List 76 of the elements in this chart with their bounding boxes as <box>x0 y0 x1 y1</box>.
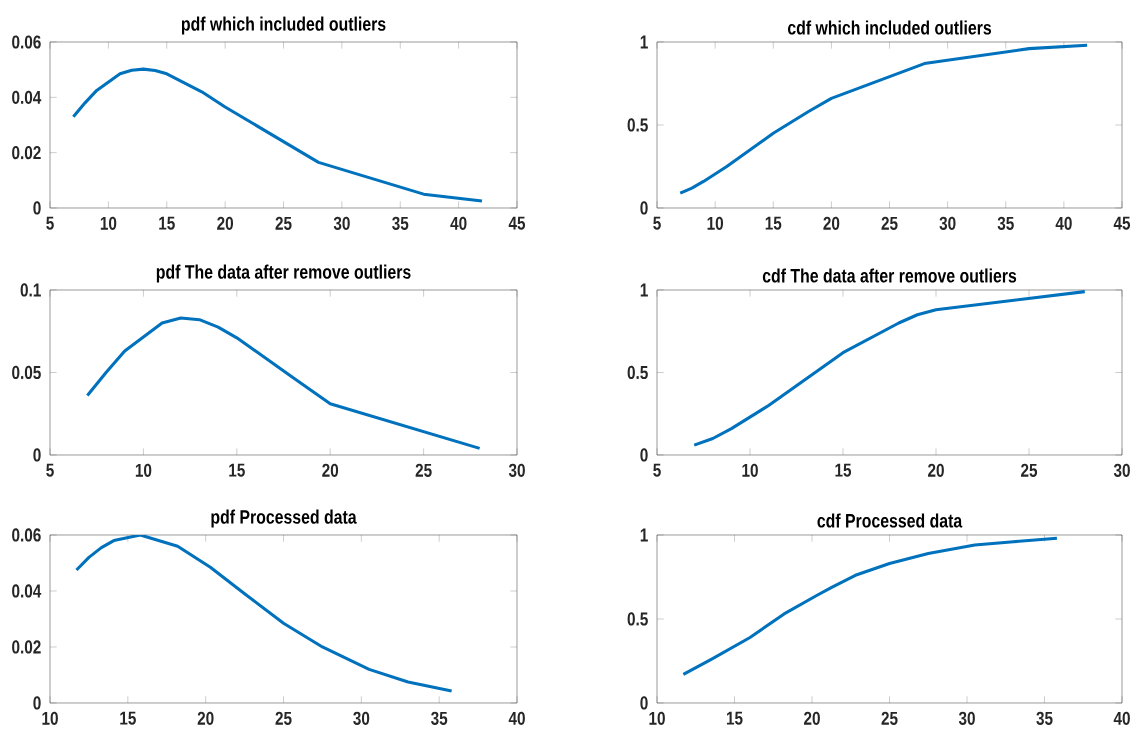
x-tick-label: 25 <box>275 216 292 230</box>
y-tick-label: 0.5 <box>627 365 648 380</box>
x-tick-label: 15 <box>120 711 136 725</box>
x-tick-label: 15 <box>835 463 852 477</box>
x-tick-label: 10 <box>100 216 117 230</box>
x-tick-label: 10 <box>42 711 58 725</box>
y-tick-label: 0.5 <box>627 612 648 626</box>
y-tick-label: 1 <box>640 528 648 542</box>
x-tick-label: 35 <box>997 216 1014 230</box>
x-tick-label: 10 <box>707 216 724 230</box>
line-series <box>678 43 1089 195</box>
x-tick-label: 20 <box>197 711 214 725</box>
x-tick-label: 20 <box>823 216 840 230</box>
x-tick-label: 40 <box>1055 216 1072 230</box>
line-series <box>692 290 1087 447</box>
x-tick-label: 10 <box>742 463 758 477</box>
x-tick-label: 15 <box>159 216 175 230</box>
chart-title: cdf which included outliers <box>787 20 992 35</box>
y-tick-label: 0.02 <box>12 146 41 160</box>
x-tick-label: 15 <box>229 463 245 477</box>
y-tick-label: 0 <box>33 448 41 462</box>
x-tick-label: 5 <box>653 216 661 230</box>
x-tick-label: 20 <box>217 216 234 230</box>
y-tick-label: 0.04 <box>12 584 42 598</box>
x-tick-label: 30 <box>1113 463 1130 477</box>
y-tick-label: 0 <box>640 448 648 462</box>
x-tick-label: 20 <box>804 711 820 725</box>
x-tick-label: 30 <box>353 711 370 725</box>
chart-title: pdf Processed data <box>211 509 357 528</box>
x-tick-label: 35 <box>1036 711 1053 725</box>
chart-title: cdf Processed data <box>817 513 963 528</box>
x-tick-label: 40 <box>1113 711 1130 725</box>
x-tick-label: 25 <box>881 216 898 230</box>
y-tick-label: 1 <box>640 283 648 297</box>
x-tick-label: 20 <box>322 463 339 477</box>
x-tick-label: 35 <box>392 216 409 230</box>
y-tick-label: 0 <box>33 201 41 215</box>
x-tick-label: 25 <box>1021 463 1038 477</box>
y-tick-label: 1 <box>640 35 648 49</box>
x-tick-label: 10 <box>135 463 152 477</box>
x-tick-label: 25 <box>415 463 432 477</box>
chart-title: pdf The data after remove outliers <box>156 264 411 283</box>
x-tick-label: 10 <box>649 711 665 725</box>
x-tick-label: 5 <box>46 216 54 230</box>
x-tick-label: 45 <box>508 216 526 230</box>
chart-title: cdf The data after remove outliers <box>762 268 1017 283</box>
y-tick-label: 0.02 <box>12 640 41 654</box>
y-tick-label: 0 <box>33 696 41 710</box>
x-tick-label: 40 <box>508 711 525 725</box>
x-tick-label: 5 <box>653 463 661 477</box>
x-tick-label: 30 <box>958 711 975 725</box>
y-tick-label: 0 <box>640 696 648 710</box>
y-tick-label: 0.05 <box>12 365 41 380</box>
x-tick-label: 20 <box>928 463 944 477</box>
y-tick-label: 0.5 <box>627 118 648 132</box>
y-tick-label: 0.04 <box>12 90 42 104</box>
x-tick-label: 40 <box>450 216 467 230</box>
line-series <box>681 536 1059 676</box>
x-tick-label: 25 <box>881 711 898 725</box>
x-tick-label: 25 <box>275 711 292 725</box>
chart-title: pdf which included outliers <box>181 16 386 35</box>
y-tick-label: 0.06 <box>12 35 41 49</box>
x-tick-label: 30 <box>508 463 525 477</box>
x-tick-label: 15 <box>726 711 743 725</box>
y-tick-label: 0.06 <box>12 528 41 542</box>
x-tick-label: 30 <box>333 216 350 230</box>
y-tick-label: 0.1 <box>20 283 41 297</box>
line-series <box>74 534 454 693</box>
x-tick-label: 45 <box>1113 216 1131 230</box>
x-tick-label: 15 <box>765 216 782 230</box>
x-tick-label: 35 <box>431 711 448 725</box>
y-tick-label: 0 <box>640 201 648 215</box>
x-tick-label: 5 <box>46 463 54 477</box>
line-series <box>85 316 482 450</box>
x-tick-label: 30 <box>939 216 956 230</box>
line-series <box>71 67 484 203</box>
